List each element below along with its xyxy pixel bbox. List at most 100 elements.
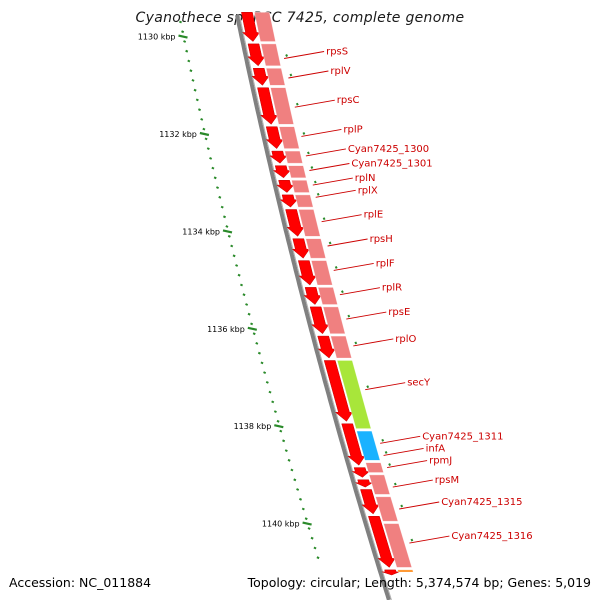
forward-gene — [368, 474, 391, 495]
forward-gene — [310, 260, 333, 286]
label-leader-line — [315, 189, 356, 198]
forward-gene — [270, 87, 295, 125]
gene-label: rpmJ — [429, 456, 452, 467]
minor-tick — [225, 225, 229, 228]
scale-tick-label: 1136 kbp — [207, 325, 245, 334]
outer-tick — [285, 54, 288, 57]
scale-tick-label: 1140 kbp — [262, 520, 300, 529]
minor-tick — [301, 507, 305, 511]
minor-tick — [260, 361, 264, 365]
gene-label: rpsS — [326, 47, 348, 58]
label-leader-line — [288, 70, 329, 79]
label-leader-line — [312, 177, 353, 186]
genome-summary: Topology: circular; Length: 5,374,574 bp… — [247, 575, 591, 590]
forward-gene — [287, 165, 307, 179]
forward-gene — [284, 150, 303, 164]
label-leader-line — [309, 163, 350, 171]
accession-text: Accession: NC_011884 — [9, 575, 152, 590]
gene-label: rplO — [395, 334, 416, 345]
minor-tick — [232, 254, 236, 258]
gene-label: Cyan7425_1315 — [441, 497, 522, 508]
backbone-line — [235, 14, 391, 600]
label-leader-line — [409, 535, 450, 544]
reverse-gene-arrow — [323, 360, 353, 422]
reverse-gene-arrow — [251, 68, 270, 86]
minor-tick — [191, 78, 195, 82]
forward-gene — [298, 209, 321, 237]
major-tick — [199, 131, 210, 137]
reverse-gene-arrow — [360, 489, 380, 515]
forward-gene — [291, 180, 310, 193]
forward-gene — [265, 68, 286, 86]
minor-tick — [245, 303, 249, 306]
minor-tick — [202, 127, 206, 131]
gene-label: rplN — [355, 173, 376, 184]
outer-tick — [366, 385, 370, 389]
label-leader-line — [387, 460, 428, 469]
gene-label: rpsH — [370, 234, 393, 245]
minor-tick — [279, 429, 283, 433]
forward-gene — [278, 126, 300, 149]
major-tick — [247, 326, 258, 331]
minor-tick — [239, 283, 244, 287]
outer-tick — [289, 73, 293, 77]
reverse-strand-features — [241, 12, 400, 576]
outer-tick — [341, 290, 344, 294]
reverse-gene-arrow — [297, 260, 317, 286]
label-leader-line — [346, 311, 387, 320]
length-text: Length: 5,374,574 bp — [364, 575, 500, 590]
gene-label: Cyan7425_1300 — [348, 144, 429, 155]
minor-tick — [197, 108, 202, 112]
topology-text: Topology: circular — [247, 575, 357, 590]
map-title: Cyanothece sp. PCC 7425, complete genome — [135, 10, 465, 26]
forward-gene — [322, 306, 346, 335]
outer-tick — [381, 438, 385, 442]
reverse-gene-arrow — [382, 569, 400, 576]
gene-label: Cyan7425_1316 — [451, 531, 532, 542]
reverse-gene-arrow — [279, 194, 298, 208]
scale-ticks: 1130 kbp 1132 kbp 1134 kbp 1136 kbp 1138 kbp… — [138, 20, 320, 560]
label-leader-line — [284, 51, 325, 59]
minor-tick — [211, 166, 215, 170]
reverse-gene-arrow — [341, 423, 366, 466]
minor-tick — [255, 341, 259, 345]
label-leader-line — [333, 262, 374, 271]
major-tick — [222, 229, 233, 234]
outer-tick — [400, 504, 404, 508]
minor-tick — [227, 234, 231, 238]
minor-tick — [282, 439, 286, 443]
minor-tick — [189, 69, 193, 73]
reverse-gene-arrow — [276, 180, 295, 193]
gene-label: Cyan7425_1301 — [351, 159, 432, 170]
reverse-gene-arrow — [265, 126, 284, 149]
gene-label: rplF — [376, 258, 395, 269]
minor-tick — [257, 351, 261, 355]
label-leader-line — [365, 382, 406, 391]
reverse-gene-arrow — [303, 287, 322, 305]
minor-tick — [215, 186, 220, 190]
outer-tick — [393, 482, 397, 486]
gene-label: rpsE — [388, 307, 410, 318]
minor-tick — [222, 215, 227, 219]
gene-label: infA — [426, 443, 446, 454]
reverse-gene-arrow — [309, 306, 330, 335]
reverse-gene-arrow — [241, 12, 261, 42]
label-leader-line — [321, 214, 362, 223]
forward-gene — [397, 569, 414, 573]
minor-tick — [181, 30, 185, 34]
reverse-gene-arrow — [351, 467, 370, 478]
outer-tick — [347, 314, 351, 318]
minor-tick — [218, 195, 222, 199]
label-leader-line — [392, 479, 433, 488]
label-leader-line — [339, 287, 380, 296]
minor-tick — [237, 273, 241, 277]
minor-tick — [213, 176, 217, 180]
minor-tick — [296, 488, 300, 491]
outer-tick — [334, 265, 338, 269]
forward-gene — [260, 43, 282, 67]
outer-tick — [310, 166, 314, 169]
gene-label: rpsC — [337, 95, 360, 106]
forward-gene — [365, 462, 384, 473]
reverse-gene-arrow — [368, 516, 396, 568]
